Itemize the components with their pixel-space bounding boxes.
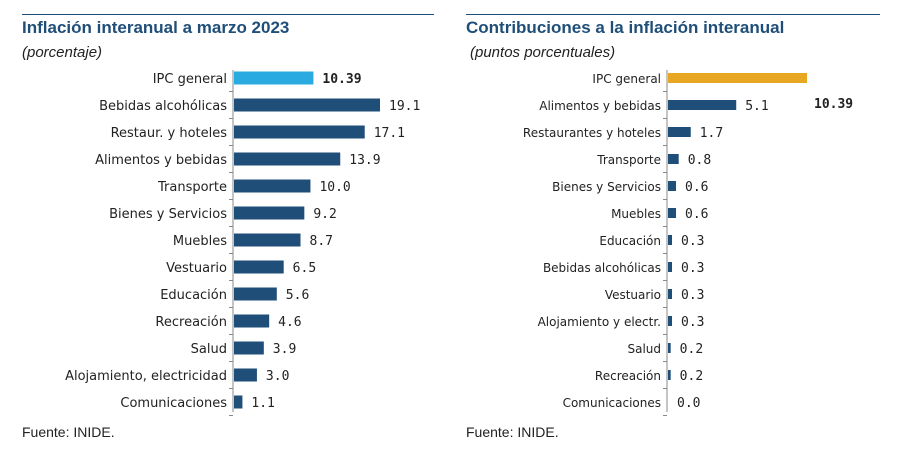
bar bbox=[668, 127, 691, 137]
category-label: Alimentos y bebidas bbox=[95, 153, 227, 168]
category-label: Restaur. y hoteles bbox=[111, 126, 228, 141]
bar bbox=[668, 370, 671, 380]
data-label: 0.3 bbox=[681, 234, 704, 249]
data-label: 8.7 bbox=[310, 234, 333, 249]
data-label: 5.6 bbox=[286, 288, 309, 303]
data-label: 0.2 bbox=[680, 342, 703, 357]
bar bbox=[668, 262, 673, 272]
data-label: 6.5 bbox=[293, 261, 316, 276]
data-label: 0.2 bbox=[680, 369, 703, 384]
data-label: 13.9 bbox=[349, 153, 380, 168]
category-label: Comunicaciones bbox=[563, 396, 661, 410]
data-label: 0.3 bbox=[681, 315, 704, 330]
bar bbox=[234, 341, 264, 355]
category-label: Recreación bbox=[595, 369, 661, 383]
category-label: Muebles bbox=[611, 207, 661, 221]
source-note: Fuente: INIDE. bbox=[22, 424, 115, 440]
bar bbox=[668, 208, 677, 218]
data-label: 0.3 bbox=[681, 261, 704, 276]
category-label: Salud bbox=[627, 342, 661, 356]
data-label: 17.1 bbox=[374, 126, 405, 141]
contributions-bar-chart: IPC general 10.39 Alimentos y bebidas 5.1 Re… bbox=[523, 70, 853, 416]
source-note: Fuente: INIDE. bbox=[466, 424, 559, 440]
bar bbox=[668, 100, 737, 110]
data-label: 0.8 bbox=[688, 153, 711, 168]
bar bbox=[668, 73, 807, 83]
bar bbox=[668, 343, 671, 353]
category-label: Comunicaciones bbox=[120, 396, 227, 411]
bar bbox=[234, 152, 341, 166]
category-label: Salud bbox=[191, 342, 227, 357]
bar bbox=[234, 368, 257, 382]
data-label: 1.7 bbox=[700, 126, 723, 141]
bar bbox=[234, 71, 314, 85]
data-label: 3.9 bbox=[273, 342, 296, 357]
data-label: 9.2 bbox=[313, 207, 336, 222]
inflation-bar-chart: IPC general 10.39 Bebidas alcohólicas 19.1 R… bbox=[65, 70, 420, 416]
chart-title: Inflación interanual a marzo 2023 bbox=[22, 18, 290, 37]
bar bbox=[234, 179, 311, 193]
chart-title: Contribuciones a la inflación interanual bbox=[466, 18, 785, 37]
data-label: 19.1 bbox=[389, 99, 420, 114]
title-rule bbox=[22, 14, 434, 15]
bar bbox=[234, 233, 301, 247]
contributions-chart-panel: Contribuciones a la inflación interanual… bbox=[450, 0, 902, 456]
bar bbox=[234, 260, 284, 274]
bar bbox=[234, 287, 277, 301]
bar bbox=[668, 181, 677, 191]
bar bbox=[234, 395, 243, 409]
category-label: Alojamiento, electricidad bbox=[65, 369, 227, 384]
data-label: 0.6 bbox=[685, 207, 708, 222]
data-label: 10.0 bbox=[319, 180, 350, 195]
data-label: 3.0 bbox=[266, 369, 289, 384]
data-label: 10.39 bbox=[814, 97, 853, 112]
category-label: Bienes y Servicios bbox=[109, 207, 227, 222]
category-label: Recreación bbox=[155, 315, 227, 330]
category-label: Educación bbox=[599, 234, 661, 248]
data-label: 0.0 bbox=[677, 396, 700, 411]
data-label: 4.6 bbox=[278, 315, 301, 330]
data-label: 1.1 bbox=[251, 396, 274, 411]
bar bbox=[668, 235, 673, 245]
category-label: Bienes y Servicios bbox=[552, 180, 661, 194]
category-label: Muebles bbox=[173, 234, 227, 249]
title-rule bbox=[466, 14, 880, 15]
category-label: Vestuario bbox=[605, 288, 661, 302]
category-label: IPC general bbox=[592, 72, 661, 86]
bar bbox=[234, 206, 305, 220]
data-label: 5.1 bbox=[745, 99, 768, 114]
bar bbox=[234, 125, 365, 139]
data-label: 10.39 bbox=[322, 72, 361, 87]
category-label: Bebidas alcohólicas bbox=[99, 99, 227, 114]
category-label: Vestuario bbox=[166, 261, 227, 276]
category-label: Restaurantes y hoteles bbox=[523, 126, 661, 140]
category-label: Alimentos y bebidas bbox=[539, 99, 661, 113]
bar bbox=[668, 289, 673, 299]
inflation-chart-panel: Inflación interanual a marzo 2023 (porce… bbox=[0, 0, 440, 456]
bar bbox=[668, 316, 673, 326]
category-label: IPC general bbox=[153, 72, 227, 87]
category-label: Educación bbox=[160, 288, 227, 303]
category-label: Transporte bbox=[596, 153, 661, 167]
category-label: Bebidas alcohólicas bbox=[543, 261, 661, 275]
data-label: 0.3 bbox=[681, 288, 704, 303]
data-label: 0.6 bbox=[685, 180, 708, 195]
category-label: Alojamiento y electr. bbox=[538, 315, 661, 329]
bar bbox=[234, 98, 380, 112]
category-label: Transporte bbox=[157, 180, 227, 195]
bar bbox=[668, 154, 679, 164]
bar bbox=[234, 314, 270, 328]
chart-subtitle: (porcentaje) bbox=[22, 44, 103, 61]
chart-subtitle: (puntos porcentuales) bbox=[470, 44, 616, 61]
